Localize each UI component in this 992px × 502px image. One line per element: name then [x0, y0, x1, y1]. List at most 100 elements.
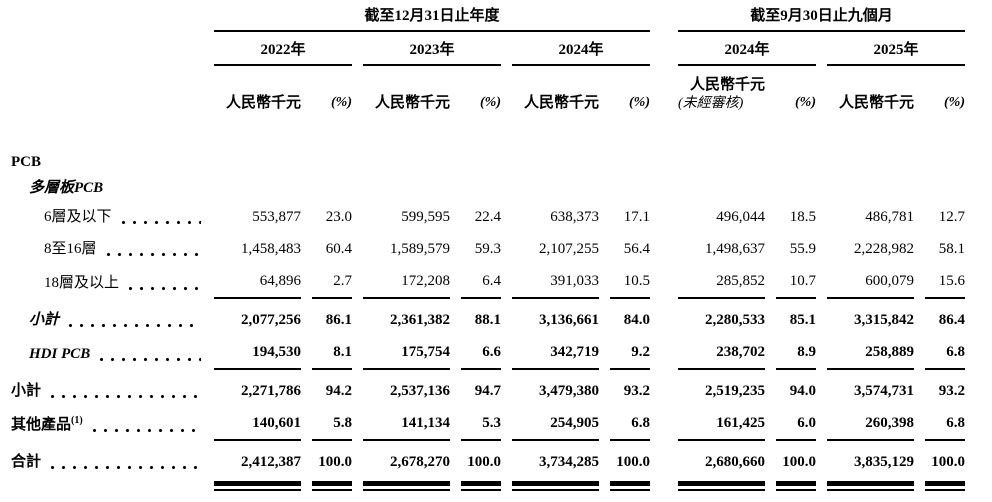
double-rule: [461, 481, 501, 491]
unit-label: 人民幣千元: [838, 95, 914, 111]
cell-value: 3,835,129: [854, 454, 914, 470]
cell-pct: 93.2: [938, 383, 965, 399]
cell-pct: 85.1: [789, 312, 816, 328]
section-gap: [661, 265, 667, 299]
row-label: 6層及以下: [11, 201, 203, 233]
cell-pct: [610, 149, 650, 175]
table-row: 6層及以下 553,877 23.0 599,595 22.4 638,373 17.1 49…: [11, 201, 965, 233]
cell-pct: 22.4: [474, 209, 501, 225]
cell-pct: [461, 175, 501, 201]
pct-label: (%): [480, 95, 501, 110]
cell-value: 2,678,270: [390, 454, 450, 470]
cell-pct: 5.8: [312, 407, 352, 441]
cell-pct: 93.2: [623, 383, 650, 399]
cell-value: 3,734,285: [539, 454, 599, 470]
row-label: 18層及以上: [11, 265, 203, 299]
cell-value: 2,280,533: [705, 312, 765, 328]
cell-value: 3,574,731: [854, 383, 914, 399]
cell-value: 342,719: [512, 336, 599, 370]
unit-label: 人民幣千元: [374, 95, 450, 111]
pct-label: (%): [629, 95, 650, 110]
section-gap: [661, 336, 667, 370]
dot-leader: [120, 220, 201, 225]
year-2022: 2022年: [214, 32, 352, 66]
header-label-spacer: [11, 2, 203, 32]
cell-pct: 100.0: [616, 454, 650, 470]
cell-value: [678, 175, 765, 201]
cell-value: 600,079: [827, 265, 914, 299]
section-gap: [661, 478, 667, 491]
cell-pct: 94.0: [789, 383, 816, 399]
cell-value: 1,458,483: [241, 241, 301, 257]
cell-value: 285,852: [678, 265, 765, 299]
cell-value: 3,315,842: [854, 312, 914, 328]
cell-pct: 58.1: [938, 241, 965, 257]
cell-pct: 18.5: [789, 209, 816, 225]
row-label: 小計: [11, 370, 203, 407]
period-group-annual: 截至12月31日止年度: [214, 2, 650, 32]
section-gap: [661, 370, 667, 407]
cell-value: 599,595: [401, 209, 450, 225]
table-row: 合計 2,412,387 100.0 2,678,270 100.0 3,734,285 1…: [11, 441, 965, 478]
cell-value: 258,889: [827, 336, 914, 370]
cell-value: [827, 149, 914, 175]
cell-pct: 56.4: [623, 241, 650, 257]
cell-value: 172,208: [363, 265, 450, 299]
year-2024: 2024年: [512, 32, 650, 66]
row-label-text: 多層板PCB: [29, 180, 104, 196]
cell-pct: 5.3: [461, 407, 501, 441]
row-label: 多層板PCB: [11, 175, 203, 201]
section-gap: [661, 149, 667, 175]
cell-pct: 2.7: [312, 265, 352, 299]
cell-pct: 60.4: [325, 241, 352, 257]
cell-pct: [312, 175, 352, 201]
table-row: 其他產品(1) 140,601 5.8 141,134 5.3 254,905 6.8 161…: [11, 407, 965, 441]
cell-value: 141,134: [363, 407, 450, 441]
section-gap: [661, 441, 667, 478]
cell-value: [363, 175, 450, 201]
cell-value: 1,589,579: [390, 241, 450, 257]
double-rule: [610, 481, 650, 491]
cell-pct: 100.0: [467, 454, 501, 470]
cell-pct: 15.6: [925, 265, 965, 299]
cell-pct: 55.9: [789, 241, 816, 257]
cell-pct: 6.8: [925, 336, 965, 370]
dot-leader: [50, 394, 201, 399]
cell-pct: 9.2: [610, 336, 650, 370]
double-rule: [827, 481, 914, 491]
section-gap: [661, 201, 667, 233]
cell-pct: 6.4: [461, 265, 501, 299]
cell-value: [363, 149, 450, 175]
row-label: 其他產品(1): [11, 407, 203, 441]
cell-value: 2,271,786: [241, 383, 301, 399]
year-2024-9m: 2024年: [678, 32, 816, 66]
header-body-gap: [11, 113, 965, 149]
unit-label: 人民幣千元: [689, 77, 765, 93]
cell-pct: [925, 175, 965, 201]
dot-leader: [68, 323, 201, 328]
cell-pct: [610, 175, 650, 201]
row-label: HDI PCB: [11, 336, 203, 370]
cell-value: 2,537,136: [390, 383, 450, 399]
cell-value: 260,398: [827, 407, 914, 441]
cell-value: [512, 175, 599, 201]
pct-label: (%): [795, 95, 816, 110]
double-rule: [925, 481, 965, 491]
row-label: 合計: [11, 441, 203, 478]
table-row: 小計 2,271,786 94.2 2,537,136 94.7 3,479,380 93.…: [11, 370, 965, 407]
pct-label: (%): [944, 95, 965, 110]
dot-leader: [91, 428, 201, 433]
cell-pct: 17.1: [623, 209, 650, 225]
cell-value: 254,905: [512, 407, 599, 441]
cell-value: 2,519,235: [705, 383, 765, 399]
cell-value: 496,044: [716, 209, 765, 225]
cell-value: 140,601: [214, 407, 301, 441]
cell-pct: 100.0: [931, 454, 965, 470]
cell-pct: 84.0: [623, 312, 650, 328]
section-gap: [661, 2, 667, 32]
cell-pct: [312, 149, 352, 175]
cell-value: 1,498,637: [705, 241, 765, 257]
cell-value: 2,361,382: [390, 312, 450, 328]
row-label-text: 8至16層: [44, 241, 97, 257]
